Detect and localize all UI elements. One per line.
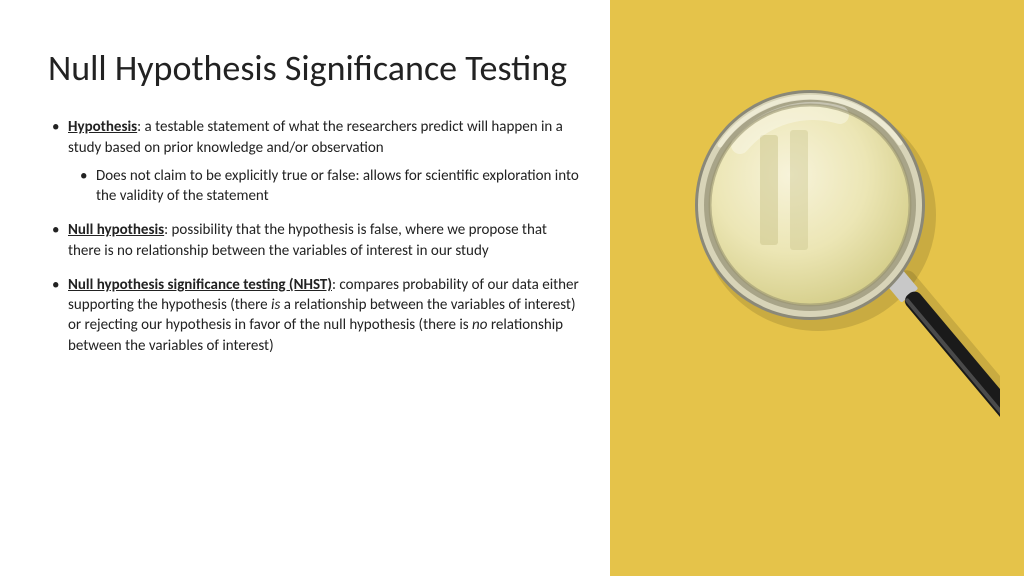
sub-list: Does not claim to be explicitly true or …	[68, 166, 580, 207]
slide: Null Hypothesis Significance Testing Hyp…	[0, 0, 1024, 576]
bullet-nhst: Null hypothesis significance testing (NH…	[48, 275, 580, 356]
term-null-hypothesis: Null hypothesis	[68, 221, 164, 239]
magnifying-glass-icon	[660, 65, 1000, 495]
bullet-null-hypothesis: Null hypothesis: possibility that the hy…	[48, 220, 580, 261]
text-panel: Null Hypothesis Significance Testing Hyp…	[0, 0, 610, 576]
slide-title: Null Hypothesis Significance Testing	[48, 48, 580, 89]
term-hypothesis: Hypothesis	[68, 118, 137, 136]
term-nhst: Null hypothesis significance testing (NH…	[68, 276, 332, 294]
bullet-hypothesis-text: : a testable statement of what the resea…	[68, 118, 563, 156]
nhst-no: no	[472, 316, 487, 334]
image-panel	[610, 0, 1024, 576]
nhst-is: is	[271, 296, 280, 314]
sub-bullet-exploration: Does not claim to be explicitly true or …	[68, 166, 580, 207]
bullet-hypothesis: Hypothesis: a testable statement of what…	[48, 117, 580, 206]
bullet-list: Hypothesis: a testable statement of what…	[48, 117, 580, 356]
